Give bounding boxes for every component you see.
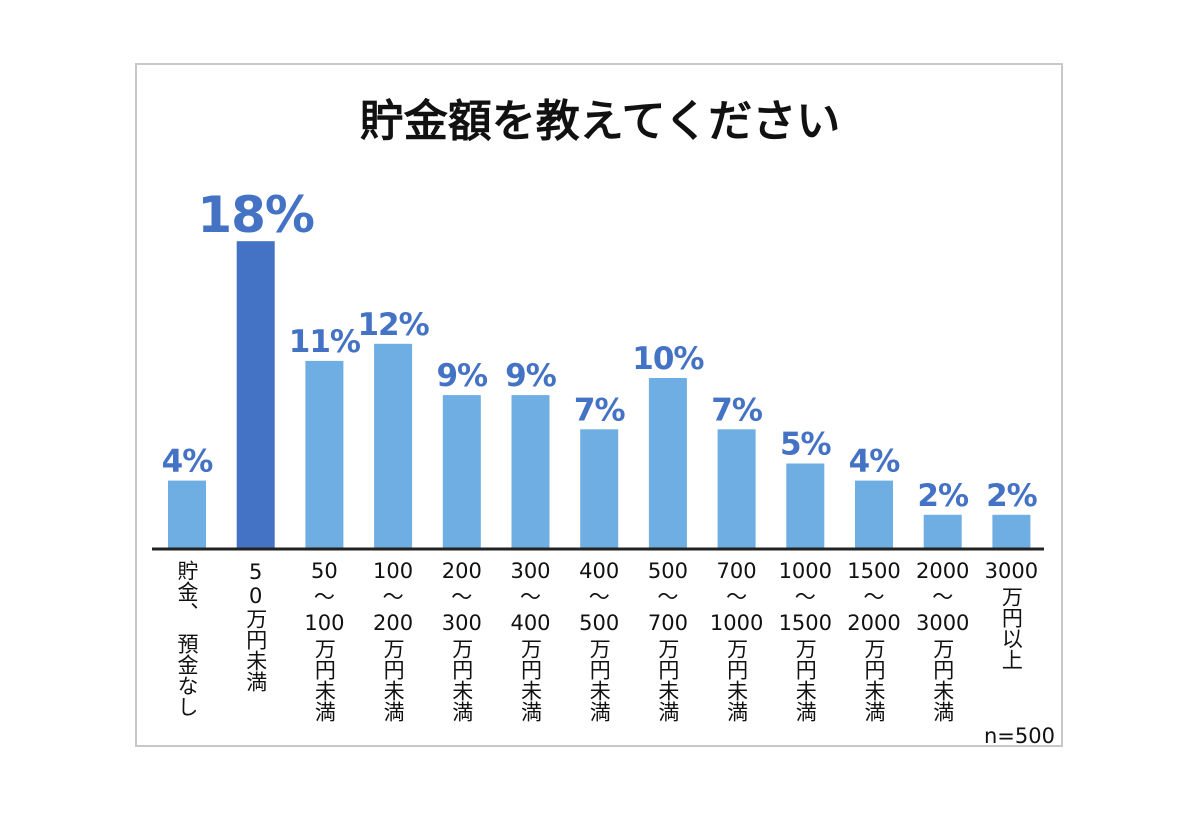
category-line-5-0: 300: [510, 559, 550, 583]
bar-12: [992, 514, 1031, 549]
bar-0: [168, 480, 206, 549]
bar-2: [305, 360, 344, 549]
category-line-2-2: 100: [304, 611, 344, 635]
chart-frame: [135, 63, 1063, 747]
category-line-7-1: ～: [657, 585, 678, 609]
value-label-3: 12%: [357, 307, 429, 343]
category-line-12-0: 3000: [985, 559, 1038, 583]
category-label-9: 1000～1500 万円未満: [779, 559, 832, 722]
value-label-6: 7%: [574, 392, 626, 428]
category-label-8: 700～1000 万円未満: [710, 559, 763, 722]
category-line-9-2: 1500: [779, 611, 832, 635]
category-line-6-3: 万円未満: [587, 638, 611, 722]
category-line-3-3: 万円未満: [381, 638, 405, 722]
category-line-3-0: 100: [373, 559, 413, 583]
chart-title: 貯金額を教えてください: [360, 96, 840, 147]
category-line-3-2: 200: [373, 611, 413, 635]
category-label-0: 貯金、預金なし: [175, 560, 199, 717]
category-line-10-3: 万円未満: [862, 638, 886, 722]
category-line-3-1: ～: [383, 585, 404, 609]
category-line-9-3: 万円未満: [793, 638, 817, 722]
category-line-8-0: 700: [717, 559, 757, 583]
category-line-0-1: 預金なし: [175, 633, 199, 717]
category-line-2-1: ～: [314, 585, 335, 609]
category-label-10: 1500～2000 万円未満: [847, 559, 900, 722]
value-label-0: 4%: [162, 444, 214, 480]
category-label-6: 400～500 万円未満: [579, 559, 619, 722]
value-label-2: 11%: [289, 324, 361, 360]
bar-4: [442, 395, 481, 549]
category-label-3: 100～200 万円未満: [373, 559, 413, 722]
category-line-9-0: 1000: [779, 559, 832, 583]
bar-8: [717, 429, 756, 549]
category-label-7: 500～700 万円未満: [648, 559, 688, 722]
category-line-10-1: ～: [864, 585, 885, 609]
bar-7: [648, 378, 687, 549]
category-label-5: 300～400 万円未満: [510, 559, 550, 722]
category-line-7-0: 500: [648, 559, 688, 583]
category-label-1: 50万円未満: [244, 560, 268, 692]
bar-3: [374, 343, 413, 549]
category-line-11-3: 万円未満: [931, 638, 955, 722]
category-label-2: 50～100 万円未満: [304, 559, 344, 722]
category-label-4: 200～300 万円未満: [442, 559, 482, 722]
value-label-12: 2%: [986, 478, 1038, 514]
category-line-11-0: 2000: [916, 559, 969, 583]
category-line-7-3: 万円未満: [656, 638, 680, 722]
value-label-5: 9%: [505, 358, 557, 394]
category-line-11-1: ～: [932, 585, 953, 609]
category-line-8-3: 万円未満: [725, 638, 749, 722]
category-line-1-0: 50万円未満: [244, 560, 268, 692]
category-line-5-1: ～: [520, 585, 541, 609]
value-labels-group: 4%18%11%12%9% 9%7%10%7%5% 4%2% 2%: [162, 186, 1039, 514]
category-line-5-2: 400: [510, 611, 550, 635]
value-label-10: 4%: [849, 444, 901, 480]
category-line-10-0: 1500: [847, 559, 900, 583]
category-line-9-1: ～: [795, 585, 816, 609]
category-line-6-1: ～: [589, 585, 610, 609]
category-line-2-3: 万円未満: [312, 638, 336, 722]
category-label-12: 3000 万円以上: [985, 559, 1038, 670]
category-line-2-0: 50: [311, 559, 338, 583]
sample-size-note: n=500: [984, 724, 1055, 748]
category-line-4-3: 万円未満: [450, 638, 474, 722]
category-line-10-2: 2000: [847, 611, 900, 635]
bar-11: [923, 514, 962, 549]
bar-10: [855, 480, 893, 549]
category-labels-group: 貯金、預金なし 50万円未満 50～100万円未満100～200万円未満200～30…: [175, 559, 1038, 722]
value-label-9: 5%: [780, 427, 832, 463]
category-line-4-1: ～: [451, 585, 472, 609]
category-line-6-2: 500: [579, 611, 619, 635]
bars-group: [168, 241, 1031, 549]
category-line-8-2: 1000: [710, 611, 763, 635]
category-line-0-0: 貯金、: [175, 560, 199, 623]
category-line-11-2: 3000: [916, 611, 969, 635]
category-line-6-0: 400: [579, 559, 619, 583]
bar-1: [236, 241, 275, 549]
category-label-11: 2000～3000 万円未満: [916, 559, 969, 722]
category-line-5-3: 万円未満: [519, 638, 543, 722]
value-label-7: 10%: [632, 341, 704, 377]
category-line-4-2: 300: [442, 611, 482, 635]
value-label-8: 7%: [711, 392, 763, 428]
bar-5: [511, 395, 550, 549]
category-line-12-1: 万円以上: [999, 586, 1023, 670]
bar-9: [786, 463, 825, 549]
value-label-4: 9%: [436, 358, 488, 394]
category-line-4-0: 200: [442, 559, 482, 583]
category-line-8-1: ～: [726, 585, 747, 609]
value-label-11: 2%: [917, 478, 969, 514]
value-label-1: 18%: [197, 186, 314, 244]
bar-6: [580, 429, 619, 549]
category-line-7-2: 700: [648, 611, 688, 635]
